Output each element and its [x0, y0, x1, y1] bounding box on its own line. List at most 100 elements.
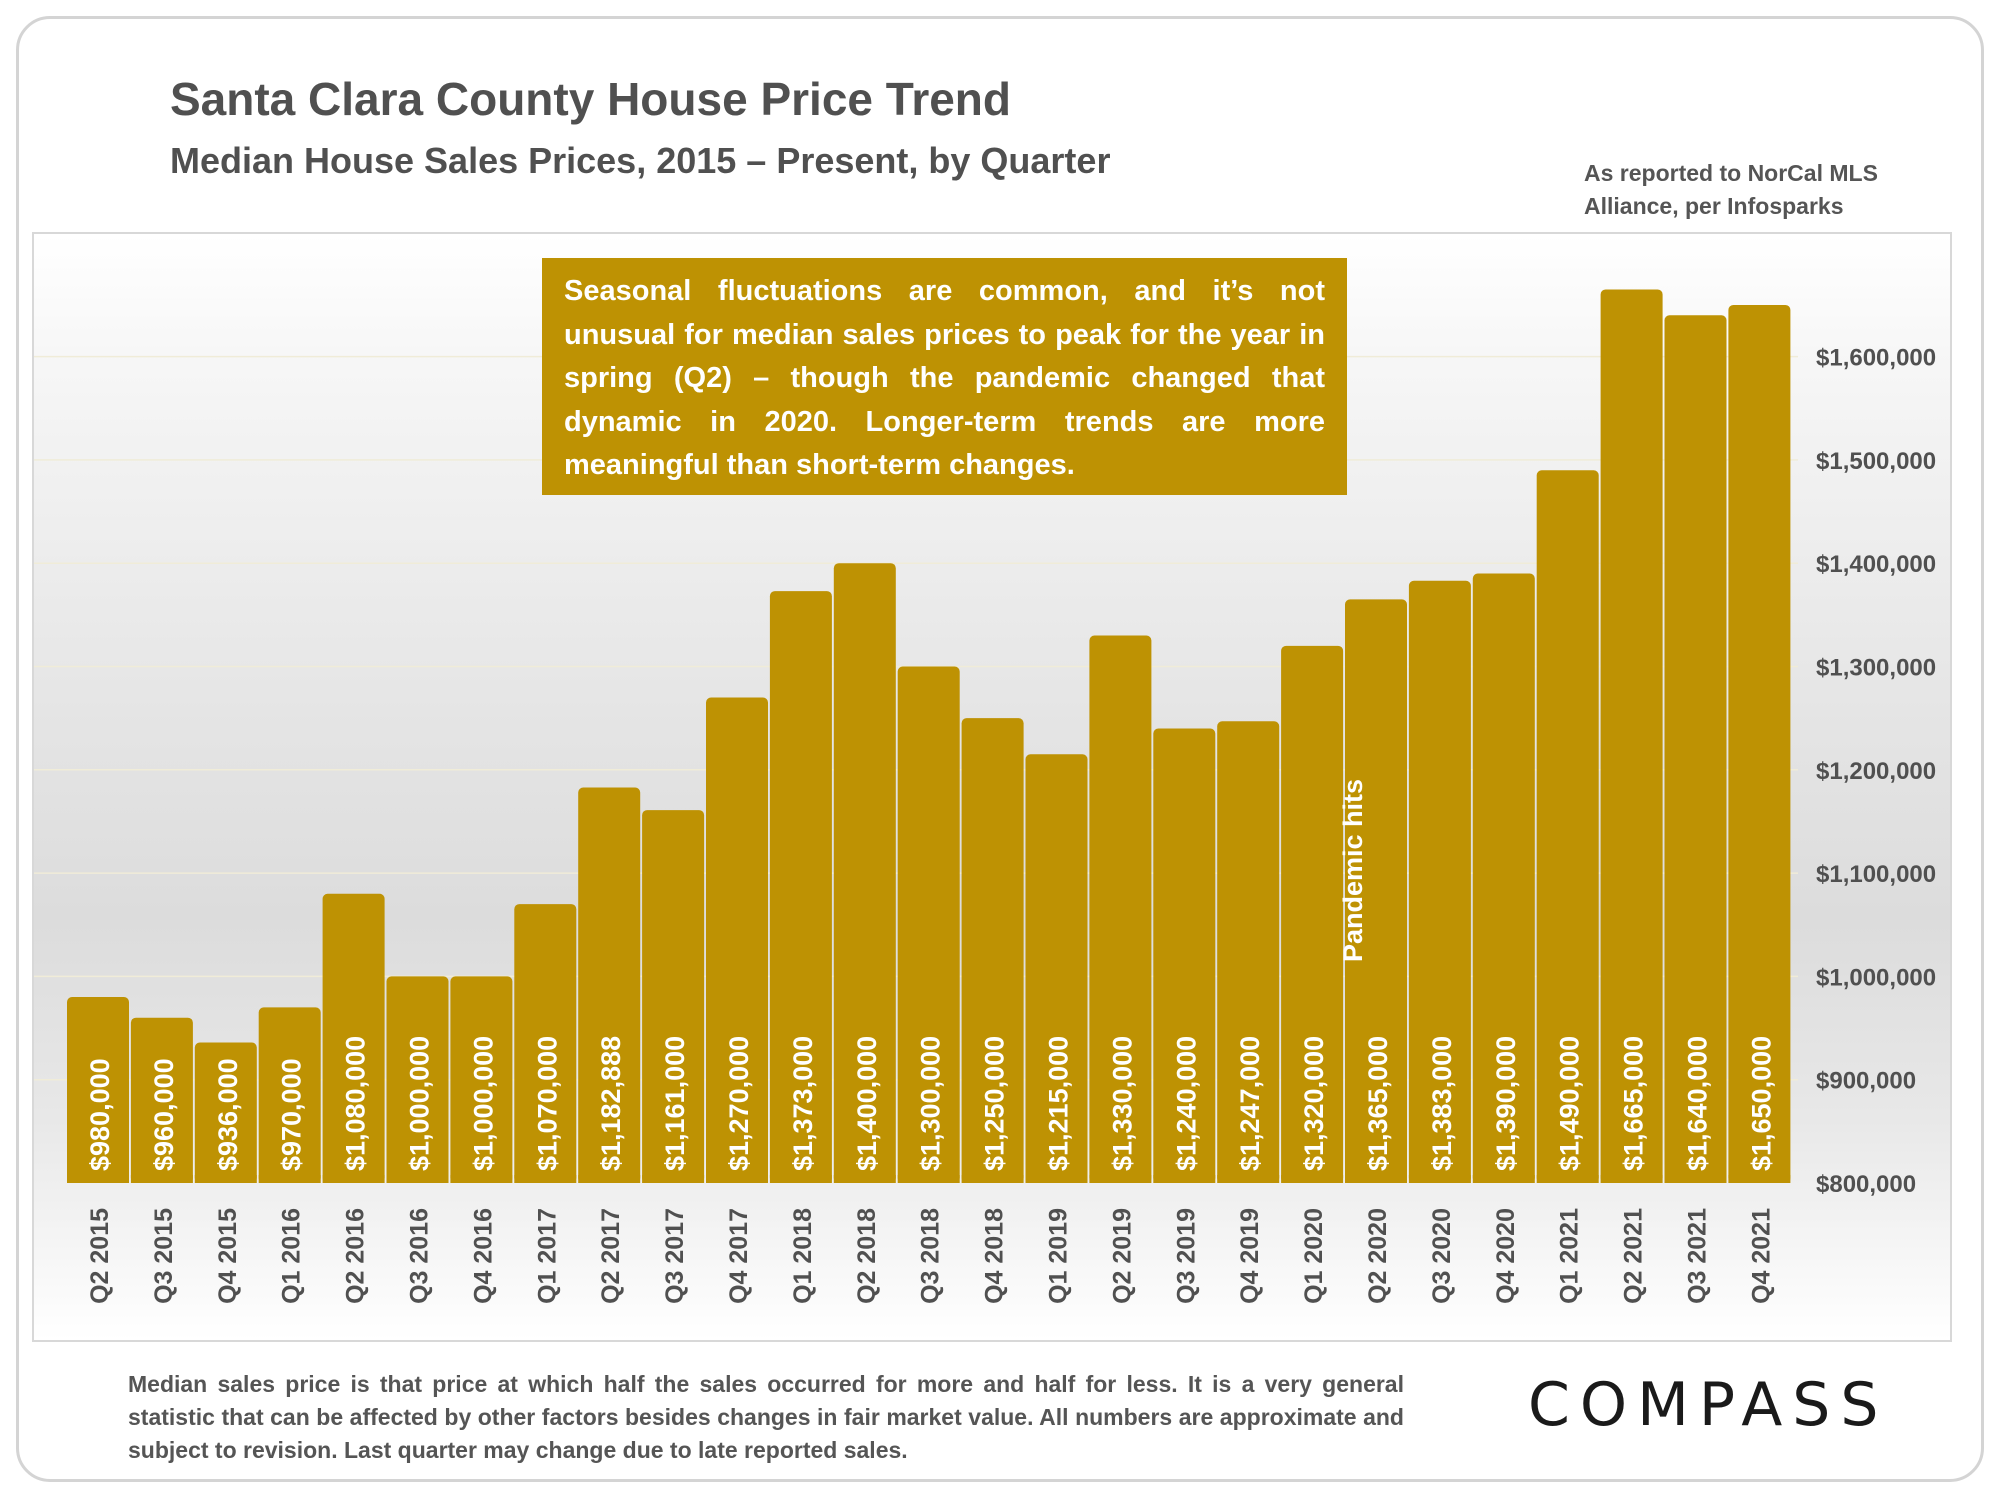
x-tick-label: Q2 2019	[1108, 1208, 1136, 1304]
bar	[897, 666, 960, 1183]
bar	[1089, 635, 1152, 1183]
bar-base	[130, 1175, 193, 1183]
bar	[514, 904, 577, 1183]
bars: $980,000 $960,000 $936,000 $970,000 $1,080,0…	[67, 289, 1791, 1184]
x-tick-label: Q1 2017	[533, 1208, 561, 1304]
data-label: $1,330,000	[1107, 1036, 1137, 1171]
x-tick-label: Q3 2016	[406, 1208, 434, 1304]
data-label: $1,650,000	[1746, 1036, 1776, 1171]
bar	[833, 563, 896, 1183]
data-label: $1,247,000	[1235, 1036, 1265, 1171]
bar-base	[1728, 1175, 1791, 1183]
data-label: $1,270,000	[724, 1036, 754, 1171]
data-label: $936,000	[213, 1058, 243, 1171]
chart-title: Santa Clara County House Price Trend	[170, 73, 1012, 125]
bar-base	[450, 1175, 513, 1183]
bar	[1345, 599, 1407, 1183]
pandemic-annotation: Pandemic hits	[1338, 779, 1368, 962]
compass-logo: COMPASS	[1528, 1370, 1889, 1440]
bar	[258, 1007, 321, 1183]
bar	[1153, 728, 1216, 1183]
bar-base	[1345, 1175, 1407, 1183]
bar	[1664, 315, 1727, 1183]
bar-base	[67, 1175, 129, 1183]
data-label: $1,070,000	[532, 1036, 562, 1171]
bar	[1472, 573, 1535, 1183]
callout-box: Seasonal fluctuations are common, and it…	[542, 258, 1347, 495]
data-label: $1,215,000	[1044, 1036, 1074, 1171]
y-tick-label: $900,000	[1816, 1068, 1916, 1095]
bar-base	[1536, 1175, 1599, 1183]
y-tick-label: $800,000	[1816, 1171, 1916, 1198]
bar	[1025, 754, 1088, 1183]
chart-subtitle: Median House Sales Prices, 2015 – Presen…	[170, 140, 1111, 181]
bar	[961, 718, 1024, 1183]
data-label: $1,000,000	[405, 1036, 435, 1171]
x-tick-label: Q1 2020	[1300, 1208, 1328, 1304]
bar-base	[386, 1175, 449, 1183]
data-label: $980,000	[85, 1058, 115, 1171]
bar-base	[833, 1175, 896, 1183]
footer-note: Median sales price is that price at whic…	[128, 1371, 1404, 1463]
bar-base	[578, 1175, 641, 1183]
y-tick-label: $1,100,000	[1816, 861, 1936, 888]
data-label: $1,365,000	[1363, 1036, 1393, 1171]
bar	[578, 787, 641, 1183]
bar	[386, 976, 449, 1183]
x-tick-label: Q4 2020	[1492, 1208, 1520, 1304]
y-tick-label: $1,500,000	[1816, 448, 1936, 475]
data-label: $970,000	[277, 1058, 307, 1171]
bar	[1536, 470, 1599, 1184]
y-tick-label: $1,400,000	[1816, 551, 1936, 578]
x-tick-label: Q1 2019	[1045, 1208, 1073, 1304]
y-tick-label: $1,600,000	[1816, 345, 1936, 372]
x-axis: Q2 2015 Q3 2015 Q4 2015 Q1 2016 Q2 2016 Q3 20…	[86, 1208, 1775, 1304]
data-label: $960,000	[149, 1058, 179, 1171]
x-tick-label: Q1 2018	[789, 1208, 817, 1304]
x-tick-label: Q1 2016	[278, 1208, 306, 1304]
x-tick-label: Q3 2019	[1172, 1208, 1200, 1304]
x-tick-label: Q4 2016	[469, 1208, 497, 1304]
bar-base	[1600, 1175, 1663, 1183]
x-tick-label: Q2 2016	[342, 1208, 370, 1304]
x-tick-label: Q2 2017	[597, 1208, 625, 1304]
bar-base	[1217, 1175, 1280, 1183]
x-tick-label: Q4 2021	[1747, 1208, 1775, 1304]
bar	[450, 976, 513, 1183]
bar	[130, 1017, 193, 1183]
bar	[1408, 580, 1471, 1183]
data-label: $1,080,000	[341, 1036, 371, 1171]
bar-base	[1153, 1175, 1216, 1183]
x-tick-label: Q2 2018	[853, 1208, 881, 1304]
bar	[1600, 289, 1663, 1184]
bar	[194, 1042, 257, 1183]
bar	[67, 997, 129, 1183]
data-label: $1,665,000	[1619, 1036, 1649, 1171]
data-label: $1,373,000	[788, 1036, 818, 1171]
bar-base	[1664, 1175, 1727, 1183]
bar	[769, 591, 832, 1183]
y-tick-label: $1,200,000	[1816, 758, 1936, 785]
data-label: $1,400,000	[852, 1036, 882, 1171]
y-axis: $800,000 $900,000 $1,000,000 $1,100,000 $1,2…	[1816, 345, 1936, 1198]
bar-base	[258, 1175, 321, 1183]
bar-base	[897, 1175, 960, 1183]
x-tick-label: Q4 2017	[725, 1208, 753, 1304]
bar	[706, 697, 768, 1183]
x-tick-label: Q3 2021	[1684, 1208, 1712, 1304]
x-tick-label: Q4 2018	[981, 1208, 1009, 1304]
x-tick-label: Q3 2015	[150, 1208, 178, 1304]
data-label: $1,320,000	[1299, 1036, 1329, 1171]
x-tick-label: Q2 2021	[1620, 1208, 1648, 1304]
bar-base	[1472, 1175, 1535, 1183]
bar-base	[322, 1175, 385, 1183]
y-tick-label: $1,300,000	[1816, 655, 1936, 682]
bar	[642, 810, 705, 1183]
bar-base	[514, 1175, 577, 1183]
data-label: $1,490,000	[1555, 1036, 1585, 1171]
bar	[1728, 304, 1791, 1183]
bar	[1281, 645, 1344, 1183]
bar-base	[194, 1175, 257, 1183]
x-tick-label: Q4 2019	[1236, 1208, 1264, 1304]
